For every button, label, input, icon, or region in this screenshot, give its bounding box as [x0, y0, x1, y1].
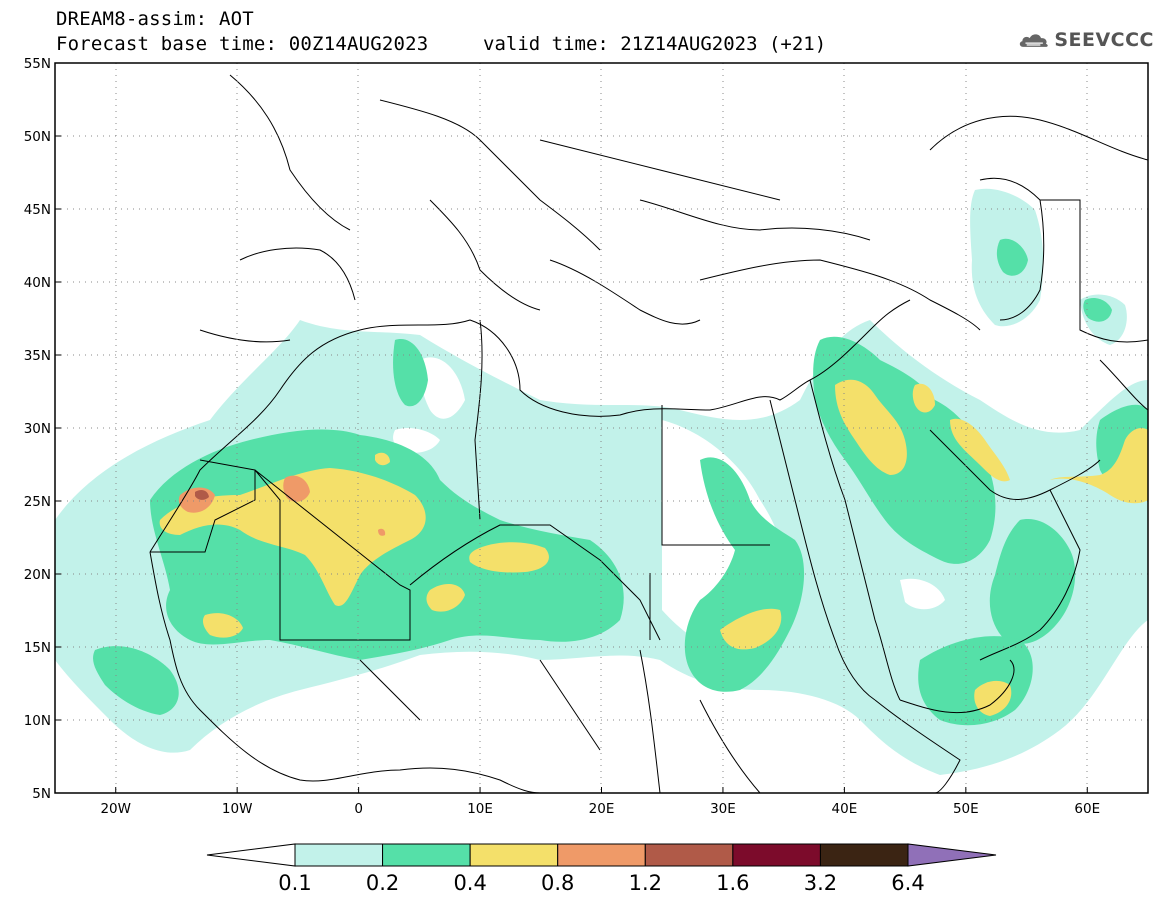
lon-label: 0 — [354, 801, 363, 817]
colorbar: 0.1 0.2 0.4 0.8 1.2 1.6 3.2 6.4 — [206, 843, 997, 895]
lon-label: 20E — [589, 801, 615, 817]
colorbar-box — [644, 843, 734, 867]
seevccc-logo: SEEVCCC — [1018, 24, 1154, 56]
logo-text: SEEVCCC — [1054, 29, 1154, 51]
lat-label: 30N — [24, 421, 51, 437]
colorbar-box — [294, 843, 384, 867]
lat-label: 45N — [24, 202, 51, 218]
forecast-base-time: Forecast base time: 00Z14AUG2023 — [56, 33, 429, 55]
lat-label: 10N — [24, 713, 51, 729]
lon-label: 50E — [953, 801, 979, 817]
coastlines-borders — [149, 74, 1148, 793]
colorbar-box — [469, 843, 559, 867]
lat-label: 35N — [24, 348, 51, 364]
colorbar-label: 3.2 — [804, 871, 837, 895]
lon-label: 40E — [832, 801, 858, 817]
cloud-logo-icon — [1019, 34, 1048, 47]
lon-label: 30E — [710, 801, 736, 817]
colorbar-label: 1.6 — [716, 871, 749, 895]
valid-time: valid time: 21Z14AUG2023 (+21) — [483, 33, 827, 55]
aot-shading — [55, 188, 1148, 775]
colorbar-over-arrow — [907, 843, 997, 867]
lat-label: 20N — [24, 567, 51, 583]
lat-label: 25N — [24, 494, 51, 510]
colorbar-label: 0.2 — [366, 871, 399, 895]
aot-level-1-2 — [195, 489, 209, 500]
colorbar-box — [819, 843, 909, 867]
lat-label: 55N — [24, 56, 51, 72]
colorbar-label: 1.2 — [629, 871, 662, 895]
colorbar-box — [732, 843, 821, 867]
map-grid — [55, 63, 1148, 793]
colorbar-label: 0.8 — [541, 871, 574, 895]
colorbar-under-arrow — [206, 843, 296, 867]
colorbar-label: 6.4 — [891, 871, 924, 895]
colorbar-label: 0.1 — [278, 871, 311, 895]
lon-label: 20W — [100, 801, 131, 817]
colorbar-box — [557, 843, 646, 867]
lon-label: 60E — [1074, 801, 1100, 817]
lon-label: 10E — [467, 801, 493, 817]
lat-label: 40N — [24, 275, 51, 291]
lon-label: 10W — [222, 801, 253, 817]
colorbar-box — [382, 843, 471, 867]
aot-level-0-4 — [159, 379, 1148, 716]
lat-label: 50N — [24, 129, 51, 145]
lat-label: 15N — [24, 640, 51, 656]
longitude-axis: 20W 10W 0 10E 20E 30E 40E 50E 60E — [100, 787, 1100, 817]
colorbar-label: 0.4 — [453, 871, 486, 895]
map-title: DREAM8-assim: AOT — [56, 8, 254, 30]
latitude-axis: 5N 10N 15N 20N 25N 30N 35N 40N 45N 50N 55N — [24, 56, 61, 802]
lat-label: 5N — [32, 786, 51, 802]
